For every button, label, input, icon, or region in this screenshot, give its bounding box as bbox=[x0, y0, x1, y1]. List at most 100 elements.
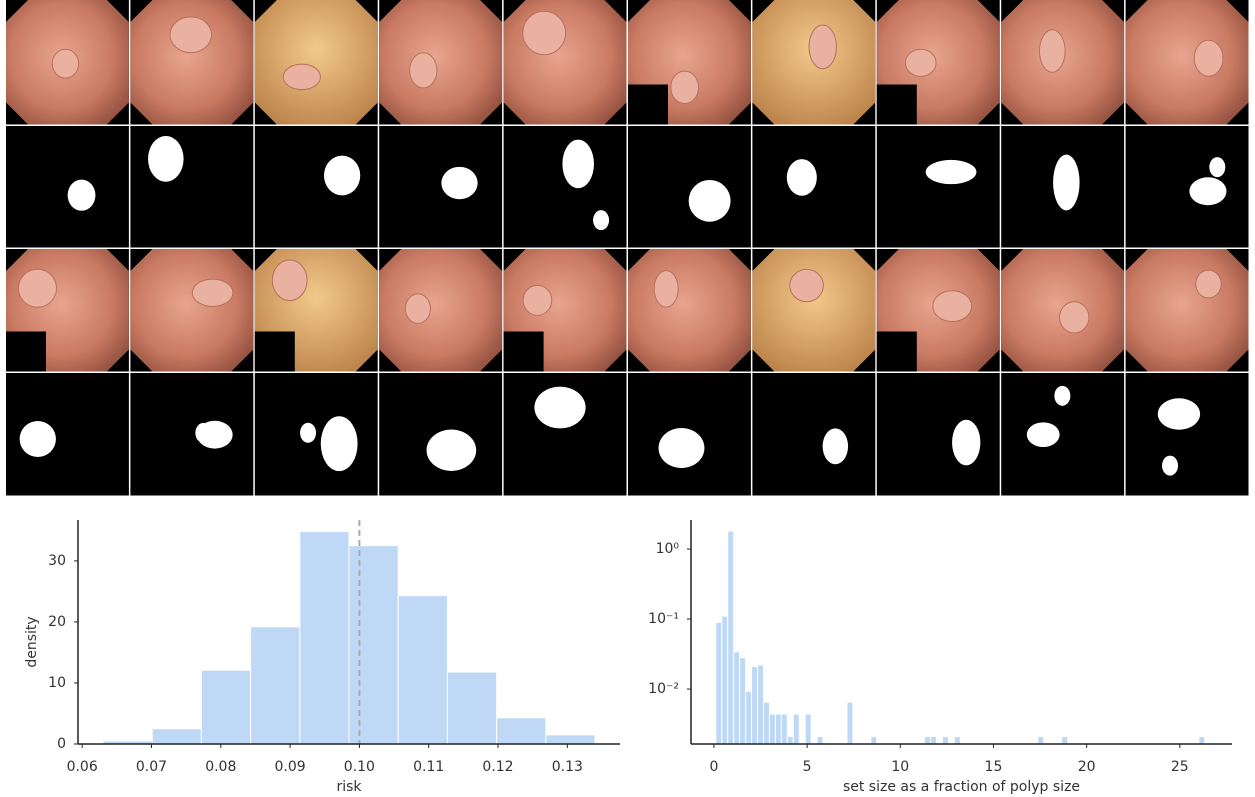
x-tick-label: 0.09 bbox=[275, 759, 306, 775]
polyp-mask bbox=[562, 139, 594, 189]
histogram-bar bbox=[792, 713, 800, 745]
mask-cell bbox=[628, 126, 751, 248]
polyp-mask bbox=[441, 166, 478, 200]
endoscopy-image bbox=[1125, 249, 1249, 372]
polyp bbox=[904, 48, 937, 77]
polyp bbox=[404, 293, 431, 324]
polyp bbox=[808, 24, 837, 70]
polyp-mask bbox=[1053, 154, 1080, 211]
histogram-bar bbox=[1037, 735, 1045, 745]
polyp-mask bbox=[323, 155, 361, 196]
polyp bbox=[51, 48, 80, 79]
endoscopy-image bbox=[130, 249, 254, 372]
polyp bbox=[522, 284, 553, 316]
polyp bbox=[1195, 269, 1222, 299]
polyp-mask bbox=[195, 422, 212, 443]
histogram-bar bbox=[768, 713, 776, 745]
x-tick-label: 0.12 bbox=[482, 759, 513, 775]
y-tick-label: 0 bbox=[57, 736, 66, 752]
overlay-box bbox=[876, 331, 917, 372]
polyp bbox=[409, 52, 438, 89]
mask-cell bbox=[876, 373, 1000, 496]
mask-cell bbox=[254, 373, 378, 496]
polyp bbox=[17, 268, 58, 308]
x-tick-label: 10 bbox=[891, 759, 909, 775]
histogram-bar bbox=[496, 717, 547, 745]
polyp-mask bbox=[925, 159, 977, 185]
mask-cell bbox=[379, 126, 503, 248]
y-tick-label: 10⁻² bbox=[648, 681, 679, 697]
y-axis-label: density bbox=[24, 616, 40, 667]
image-grid bbox=[6, 0, 1249, 496]
histogram-bar bbox=[774, 713, 782, 745]
histogram-bar bbox=[397, 595, 448, 745]
histogram-bar bbox=[757, 664, 764, 745]
endoscopy-image bbox=[379, 0, 503, 125]
histogram-bar bbox=[1061, 735, 1069, 745]
polyp-mask bbox=[952, 419, 981, 466]
mask-cell bbox=[503, 126, 627, 248]
histogram-bar bbox=[786, 735, 794, 745]
mask-cell bbox=[1125, 373, 1249, 496]
histogram-bar bbox=[953, 735, 961, 745]
histogram-bar bbox=[762, 701, 770, 745]
mask-cell bbox=[1125, 126, 1249, 248]
polyp bbox=[1059, 301, 1090, 334]
histogram-bar bbox=[727, 530, 735, 745]
x-tick-label: 20 bbox=[1078, 759, 1096, 775]
histogram-bar bbox=[151, 728, 202, 745]
polyp-mask bbox=[1026, 422, 1060, 448]
polyp-mask bbox=[320, 416, 358, 472]
endoscopy-image bbox=[752, 249, 876, 372]
polyp bbox=[271, 259, 308, 302]
x-tick-label: 0.10 bbox=[344, 759, 375, 775]
x-tick-label: 5 bbox=[803, 759, 812, 775]
polyp-mask bbox=[688, 179, 731, 222]
histogram-bar bbox=[1198, 735, 1206, 745]
histogram-bar bbox=[870, 735, 878, 745]
histogram-bar bbox=[200, 669, 252, 745]
histogram-bar bbox=[780, 713, 788, 745]
histogram-bar bbox=[721, 615, 729, 745]
x-axis-label: set size as a fraction of polyp size bbox=[843, 779, 1080, 795]
histogram-bar bbox=[924, 735, 931, 745]
mask-cell bbox=[130, 126, 254, 248]
mask-cell bbox=[130, 373, 254, 496]
histogram-bar bbox=[745, 690, 753, 745]
endoscopy-image bbox=[379, 249, 503, 372]
polyp-mask bbox=[1189, 177, 1227, 206]
histogram-bar bbox=[299, 531, 350, 745]
polyp bbox=[670, 70, 700, 105]
x-tick-label: 0.06 bbox=[67, 759, 98, 775]
y-tick-label: 10 bbox=[48, 675, 66, 691]
x-tick-label: 0 bbox=[709, 759, 718, 775]
mask-cell bbox=[254, 126, 378, 248]
overlay-box bbox=[876, 84, 917, 125]
x-axis-label: risk bbox=[336, 779, 362, 795]
polyp-mask bbox=[1157, 398, 1201, 430]
overlay-box bbox=[628, 84, 668, 125]
histogram-bar bbox=[804, 713, 812, 745]
endoscopy-image bbox=[1125, 0, 1249, 125]
x-tick-label: 0.07 bbox=[136, 759, 167, 775]
polyp-mask bbox=[658, 428, 705, 469]
mask-cell bbox=[752, 373, 876, 496]
polyp bbox=[1039, 29, 1066, 73]
polyp bbox=[169, 16, 213, 54]
y-tick-label: 20 bbox=[48, 614, 66, 630]
histogram-bar bbox=[816, 735, 824, 745]
polyp-mask bbox=[1209, 157, 1226, 178]
histogram-bar bbox=[751, 665, 759, 745]
histogram-bar bbox=[446, 671, 498, 745]
histogram-bar bbox=[250, 626, 301, 745]
polyp-mask bbox=[786, 159, 817, 196]
polyp-mask bbox=[1162, 455, 1179, 476]
mask-cell bbox=[876, 126, 1000, 248]
overlay-box bbox=[254, 331, 295, 372]
x-tick-label: 15 bbox=[985, 759, 1003, 775]
polyp-mask bbox=[442, 449, 459, 470]
endoscopy-image bbox=[254, 0, 378, 125]
polyp bbox=[522, 10, 567, 56]
polyp bbox=[282, 63, 321, 91]
histogram-bar bbox=[846, 701, 854, 745]
